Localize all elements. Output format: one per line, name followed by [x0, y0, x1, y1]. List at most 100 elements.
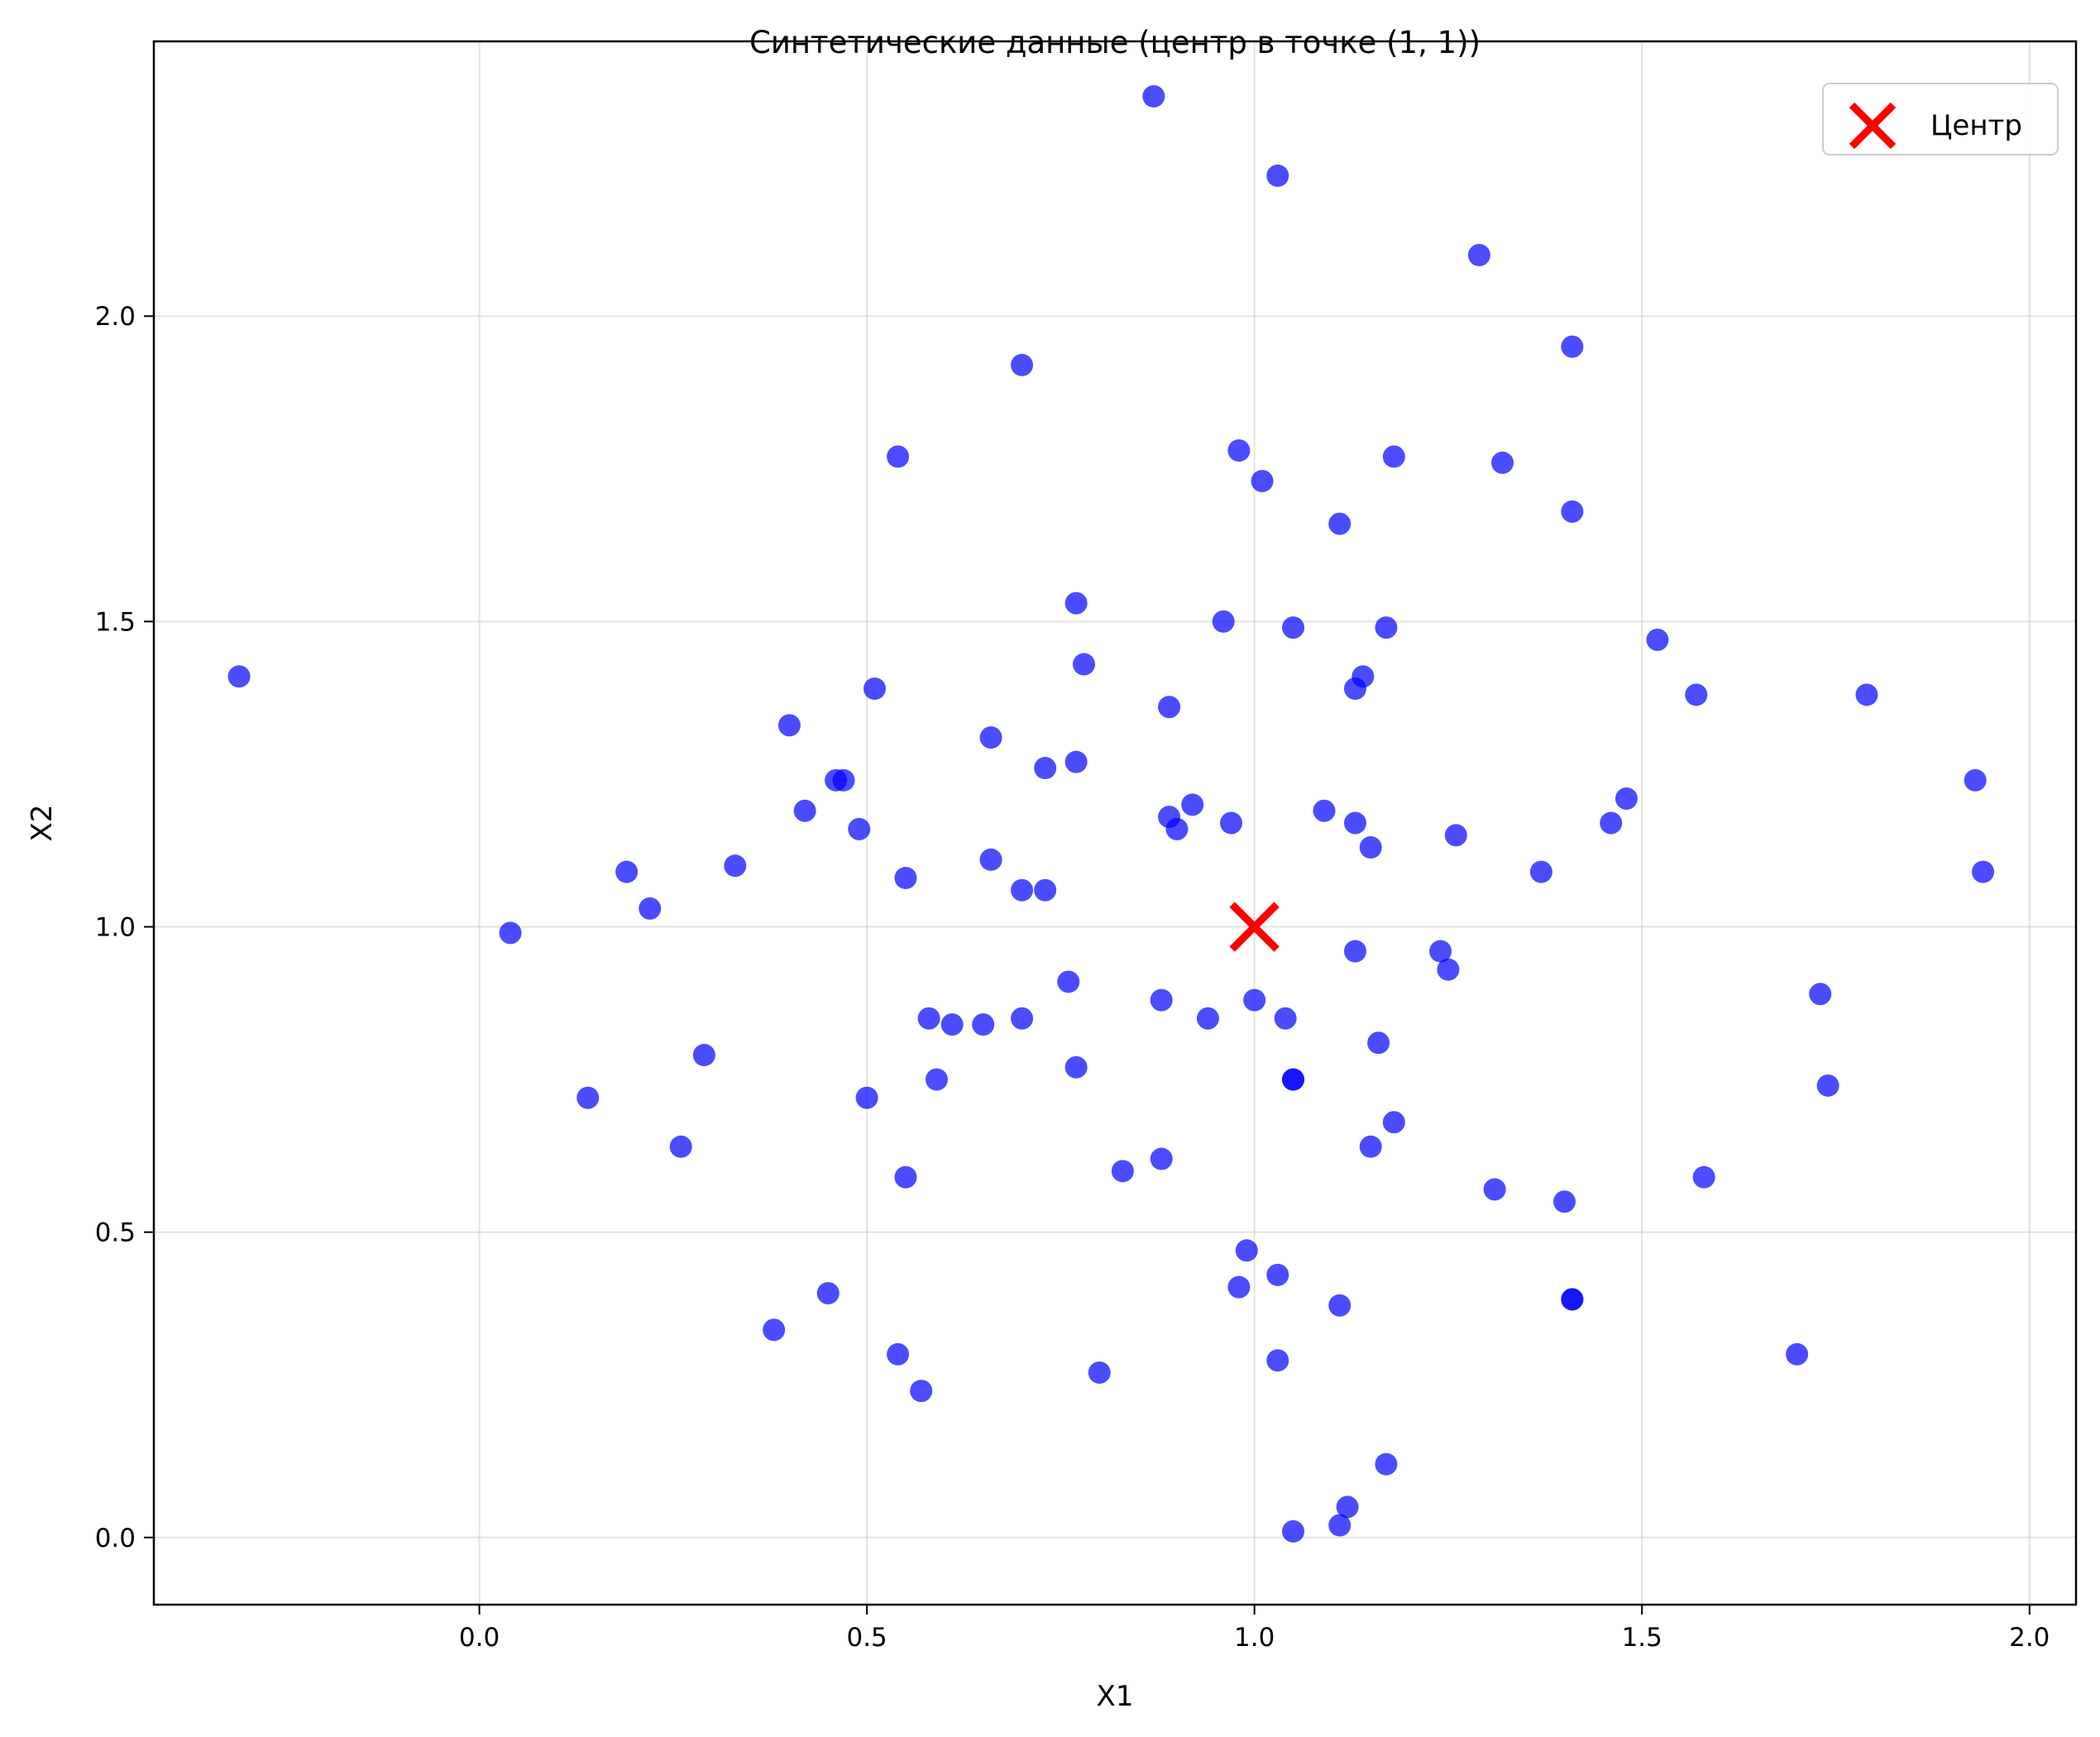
data-point — [1227, 1275, 1251, 1299]
data-point — [1437, 958, 1460, 981]
data-point — [499, 921, 522, 945]
x-tick-label-1: 0.5 — [846, 1623, 887, 1653]
data-point — [1150, 988, 1173, 1012]
data-point — [1282, 1519, 1305, 1543]
legend-label-center: Центр — [1930, 109, 2022, 142]
data-point — [1282, 616, 1305, 639]
data-point — [1483, 1178, 1506, 1201]
data-point — [1158, 696, 1181, 719]
data-point — [1165, 817, 1189, 840]
data-points — [227, 84, 1995, 1543]
data-point — [1382, 1111, 1405, 1134]
data-point — [816, 1281, 840, 1304]
data-point — [1382, 445, 1405, 468]
data-point — [1444, 824, 1467, 847]
data-point — [1196, 1007, 1219, 1030]
data-point — [1011, 353, 1034, 376]
y-tick-label-4: 2.0 — [95, 302, 136, 332]
center-marker — [1229, 902, 1280, 952]
data-point — [1011, 878, 1034, 902]
data-point — [692, 1044, 715, 1067]
data-point — [1057, 970, 1080, 993]
data-point — [1351, 665, 1375, 688]
center-marker-layer — [1229, 902, 1280, 952]
x-tick-label-3: 1.5 — [1622, 1623, 1662, 1653]
data-point — [1375, 616, 1398, 639]
data-point — [979, 726, 1002, 749]
y-axis-label: X2 — [26, 805, 59, 842]
data-point — [793, 799, 816, 822]
data-point — [1243, 988, 1266, 1012]
data-point — [1336, 1495, 1359, 1519]
data-point — [669, 1135, 692, 1158]
data-point — [855, 1086, 878, 1109]
chart-title: Синтетические данные (центр в точке (1, … — [749, 25, 1481, 60]
legend-center-icon — [1849, 102, 1897, 150]
y-tick-label-3: 1.5 — [95, 607, 136, 637]
data-point — [1964, 768, 1987, 792]
data-point — [887, 1342, 910, 1366]
data-point — [1111, 1160, 1134, 1183]
data-point — [1561, 335, 1584, 358]
data-point — [1282, 1068, 1305, 1091]
data-point — [925, 1068, 948, 1091]
data-point — [1064, 750, 1088, 773]
data-point — [1529, 860, 1552, 883]
data-point — [1491, 451, 1514, 474]
y-axis: 0.0 0.5 1.0 1.5 2.0 — [95, 302, 154, 1553]
data-point — [1235, 1239, 1258, 1262]
data-point — [1064, 591, 1088, 615]
data-point — [227, 665, 251, 688]
grid-lines — [154, 41, 2076, 1605]
data-point — [1429, 940, 1452, 963]
data-point — [1011, 1007, 1034, 1030]
data-point — [910, 1380, 933, 1403]
data-point — [1646, 629, 1669, 652]
data-point — [1212, 610, 1235, 633]
data-point — [1328, 1294, 1351, 1317]
data-point — [1685, 683, 1708, 706]
data-point — [615, 860, 639, 883]
data-point — [1359, 836, 1382, 859]
data-point — [1367, 1031, 1390, 1055]
data-point — [894, 866, 917, 889]
data-point — [972, 1013, 995, 1036]
x-axis-label: X1 — [1097, 1680, 1134, 1713]
data-point — [1344, 940, 1366, 963]
data-point — [724, 854, 747, 878]
data-point — [1266, 1263, 1289, 1286]
plot-frame — [152, 40, 2078, 1606]
data-point — [848, 817, 871, 840]
data-point — [1150, 1147, 1173, 1170]
data-point — [863, 677, 886, 701]
data-point — [1359, 1135, 1382, 1158]
data-point — [1181, 793, 1204, 816]
y-tick-label-1: 0.5 — [95, 1218, 136, 1248]
data-point — [979, 848, 1002, 871]
data-point — [1855, 683, 1878, 706]
data-point — [1328, 512, 1351, 535]
data-point — [1034, 757, 1057, 780]
data-point — [576, 1086, 600, 1109]
data-point — [639, 897, 662, 920]
data-point — [1251, 470, 1274, 493]
data-point — [832, 768, 855, 792]
data-point — [1266, 1349, 1289, 1372]
data-point — [917, 1007, 940, 1030]
data-point — [777, 714, 801, 737]
y-tick-label-0: 0.0 — [95, 1524, 136, 1553]
data-point — [1313, 799, 1336, 822]
data-point — [1274, 1007, 1297, 1030]
data-point — [894, 1165, 917, 1189]
data-point — [1142, 84, 1165, 108]
legend: Центр — [1822, 83, 2059, 156]
data-point — [1561, 500, 1584, 523]
data-point — [1328, 1514, 1351, 1537]
data-point — [1266, 164, 1289, 187]
data-point — [1064, 1055, 1088, 1079]
x-tick-label-0: 0.0 — [459, 1623, 500, 1653]
y-tick-label-2: 1.0 — [95, 913, 136, 943]
data-point — [1344, 811, 1366, 835]
data-point — [1088, 1361, 1111, 1384]
